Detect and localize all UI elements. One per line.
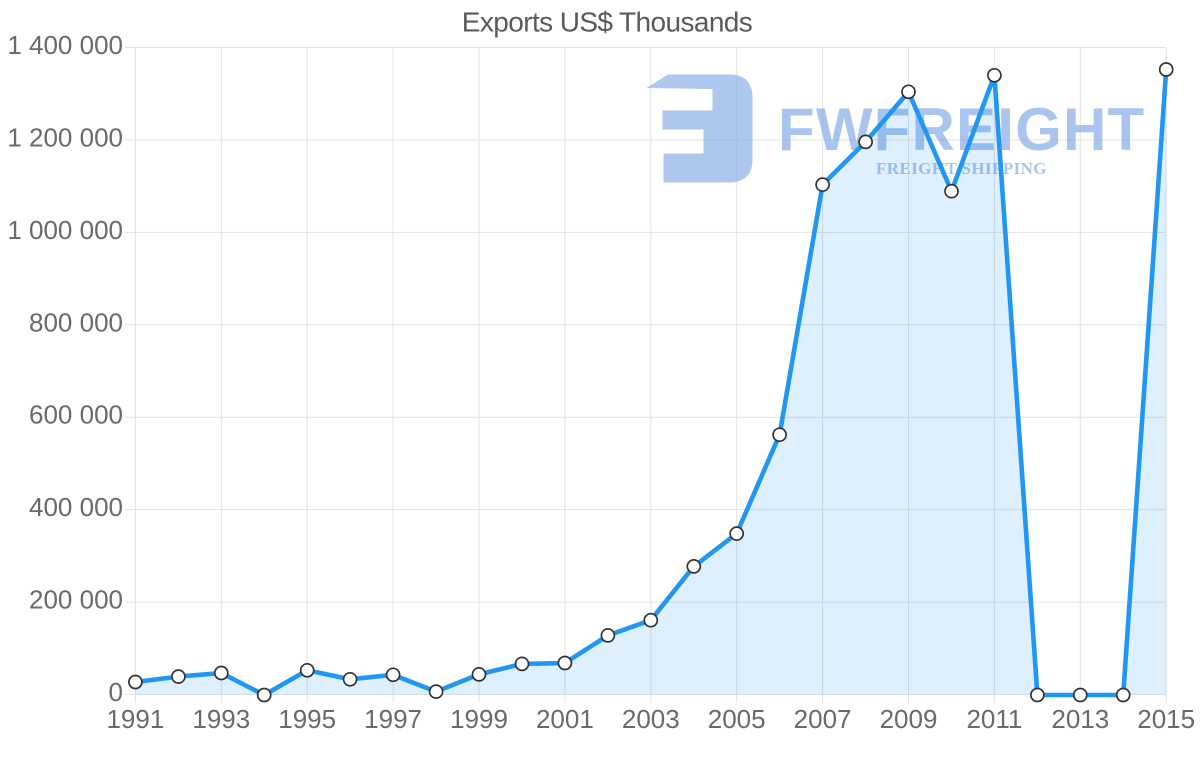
svg-text:FWFREIGHT: FWFREIGHT <box>778 96 1145 163</box>
svg-text:1 000 000: 1 000 000 <box>7 215 123 245</box>
svg-text:1995: 1995 <box>278 704 336 734</box>
svg-text:1993: 1993 <box>192 704 250 734</box>
svg-text:1 400 000: 1 400 000 <box>7 30 123 60</box>
svg-text:1999: 1999 <box>450 704 508 734</box>
svg-text:2009: 2009 <box>880 704 938 734</box>
svg-text:200 000: 200 000 <box>29 585 123 615</box>
svg-text:2003: 2003 <box>622 704 680 734</box>
svg-text:2007: 2007 <box>794 704 852 734</box>
svg-text:600 000: 600 000 <box>29 400 123 430</box>
svg-text:400 000: 400 000 <box>29 492 123 522</box>
svg-text:2015: 2015 <box>1137 704 1195 734</box>
svg-text:0: 0 <box>109 677 123 707</box>
svg-text:Exports US$ Thousands: Exports US$ Thousands <box>462 7 752 38</box>
svg-text:2005: 2005 <box>708 704 766 734</box>
svg-text:2001: 2001 <box>536 704 594 734</box>
svg-text:1997: 1997 <box>364 704 422 734</box>
svg-text:2011: 2011 <box>966 704 1022 734</box>
svg-text:1 200 000: 1 200 000 <box>7 122 123 152</box>
svg-text:2013: 2013 <box>1051 704 1109 734</box>
svg-text:800 000: 800 000 <box>29 307 123 337</box>
svg-text:1991: 1991 <box>106 704 164 734</box>
